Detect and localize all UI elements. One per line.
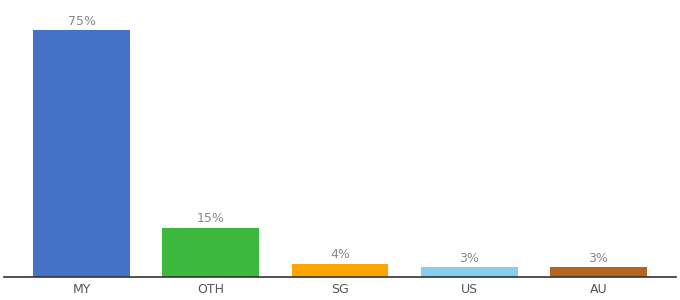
- Bar: [292, 264, 388, 277]
- Text: 4%: 4%: [330, 248, 350, 262]
- Bar: [163, 228, 259, 277]
- Text: 15%: 15%: [197, 212, 225, 225]
- Text: 75%: 75%: [68, 15, 96, 28]
- Bar: [421, 267, 517, 277]
- Bar: [550, 267, 647, 277]
- Text: 3%: 3%: [588, 252, 609, 265]
- Text: 3%: 3%: [459, 252, 479, 265]
- Bar: [33, 31, 130, 277]
